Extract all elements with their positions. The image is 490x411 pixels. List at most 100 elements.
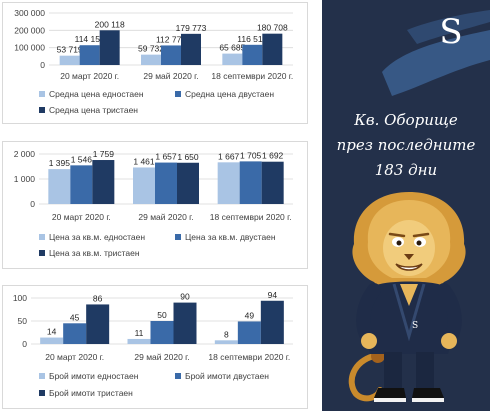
- category-label: 18 септември 2020 г.: [211, 71, 293, 81]
- bar: [217, 162, 240, 204]
- bar: [150, 321, 174, 344]
- legend-swatch: [39, 373, 45, 379]
- panel-title-line-1: Кв. Оборище: [354, 111, 458, 129]
- info-panel: S Кв. Оборище през последните 183 дни S: [322, 0, 490, 411]
- panel-title-line-2: през последните: [336, 136, 476, 154]
- y-tick-label: 0: [22, 339, 27, 349]
- data-label: 90: [180, 292, 190, 302]
- bar: [63, 323, 87, 344]
- chart-property-count-svg: 0 50 100 14 45 86 20 март 2020 г. 11 50 90 29 май …: [13, 290, 293, 398]
- data-label: 65 685: [219, 43, 245, 53]
- category-label: 20 март 2020 г.: [60, 71, 119, 81]
- brand-logo: S: [439, 12, 463, 52]
- svg-text:S: S: [412, 321, 418, 331]
- legend-swatch: [175, 234, 181, 240]
- bar: [242, 44, 263, 65]
- bar: [141, 54, 161, 65]
- category-label: 29 май 2020 г.: [134, 352, 189, 362]
- brush-stroke-decoration: [382, 10, 490, 96]
- data-label: 86: [93, 293, 103, 303]
- panel-title: Кв. Оборище през последните 183 дни: [322, 108, 490, 183]
- data-label: 53 719: [57, 45, 83, 55]
- category-label: 18 септември 2020 г.: [210, 212, 292, 222]
- category-label: 20 март 2020 г.: [45, 352, 104, 362]
- data-label: 50: [157, 310, 167, 320]
- y-tick-label: 1 000: [14, 174, 36, 184]
- data-label: 8: [224, 329, 229, 339]
- data-label: 200 118: [95, 19, 125, 29]
- data-label: 1 657: [155, 152, 177, 162]
- bar: [239, 161, 262, 204]
- legend-label: Цена за кв.м. тристаен: [49, 248, 140, 258]
- bar: [40, 337, 64, 344]
- chart-average-price: 0 100 000 200 000 300 000 53 719 114 156 200 1…: [2, 2, 308, 124]
- y-tick-label: 100 000: [14, 43, 45, 53]
- bar: [79, 45, 100, 65]
- lion-mascot-illustration: S: [348, 192, 466, 402]
- data-label: 116 518: [237, 34, 267, 44]
- bar: [70, 165, 93, 204]
- data-label: 180 708: [257, 23, 288, 33]
- bar: [48, 169, 71, 204]
- data-label: 1 650: [177, 152, 199, 162]
- bar: [173, 302, 197, 344]
- data-label: 1 705: [240, 150, 262, 160]
- legend-swatch: [39, 234, 45, 240]
- bar: [214, 340, 238, 344]
- bar: [161, 45, 181, 65]
- legend-swatch: [39, 390, 45, 396]
- data-label: 11: [135, 328, 144, 338]
- bar: [177, 162, 199, 204]
- y-tick-label: 300 000: [14, 8, 45, 18]
- bar: [222, 53, 243, 65]
- legend-label: Брой имоти двустаен: [185, 371, 269, 381]
- data-label: 14: [47, 327, 57, 337]
- legend-swatch: [39, 91, 45, 97]
- legend-swatch: [39, 107, 45, 113]
- y-tick-label: 100: [13, 293, 27, 303]
- legend-label: Цена за кв.м. двустаен: [185, 232, 276, 242]
- data-label: 59 732: [138, 44, 164, 54]
- y-tick-label: 2 000: [14, 149, 36, 159]
- data-label: 45: [70, 312, 80, 322]
- legend-label: Брой имоти едностаен: [49, 371, 139, 381]
- data-label: 1 461: [133, 156, 155, 166]
- legend-label: Средна цена двустаен: [185, 89, 274, 99]
- bar: [127, 338, 151, 344]
- legend-swatch: [175, 373, 181, 379]
- category-label: 29 май 2020 г.: [138, 212, 193, 222]
- bar: [92, 160, 115, 204]
- data-label: 1 692: [262, 151, 284, 161]
- bar: [237, 321, 261, 344]
- data-label: 1 667: [218, 151, 240, 161]
- bar: [86, 304, 110, 344]
- y-tick-label: 200 000: [14, 25, 45, 35]
- data-label: 1 395: [49, 158, 71, 168]
- data-label: 94: [268, 290, 278, 300]
- bar: [181, 33, 201, 65]
- data-label: 1 546: [71, 154, 93, 164]
- data-label: 179 773: [176, 23, 207, 33]
- chart-price-per-sqm: 0 1 000 2 000 1 395 1 546 1 759 20 март 2020 г…: [2, 141, 308, 269]
- legend-label: Цена за кв.м. едностаен: [49, 232, 145, 242]
- category-label: 18 септември 2020 г.: [208, 352, 290, 362]
- y-tick-label: 50: [18, 316, 28, 326]
- category-label: 29 май 2020 г.: [143, 71, 198, 81]
- legend-label: Средна цена едностаен: [49, 89, 144, 99]
- data-label: 114 156: [75, 34, 105, 44]
- bar: [155, 162, 177, 204]
- y-tick-label: 0: [40, 60, 45, 70]
- data-label: 112 778: [156, 34, 186, 44]
- bar: [260, 300, 284, 344]
- panel-title-line-3: 183 дни: [374, 161, 438, 179]
- y-tick-label: 0: [30, 199, 35, 209]
- bar: [133, 167, 155, 204]
- category-label: 20 март 2020 г.: [52, 212, 111, 222]
- chart-property-count: 0 50 100 14 45 86 20 март 2020 г. 11 50 90 29 май …: [2, 285, 308, 409]
- legend-label: Средна цена тристаен: [49, 105, 138, 115]
- data-label: 1 759: [93, 149, 115, 159]
- data-label: 49: [245, 310, 255, 320]
- bar: [99, 30, 120, 65]
